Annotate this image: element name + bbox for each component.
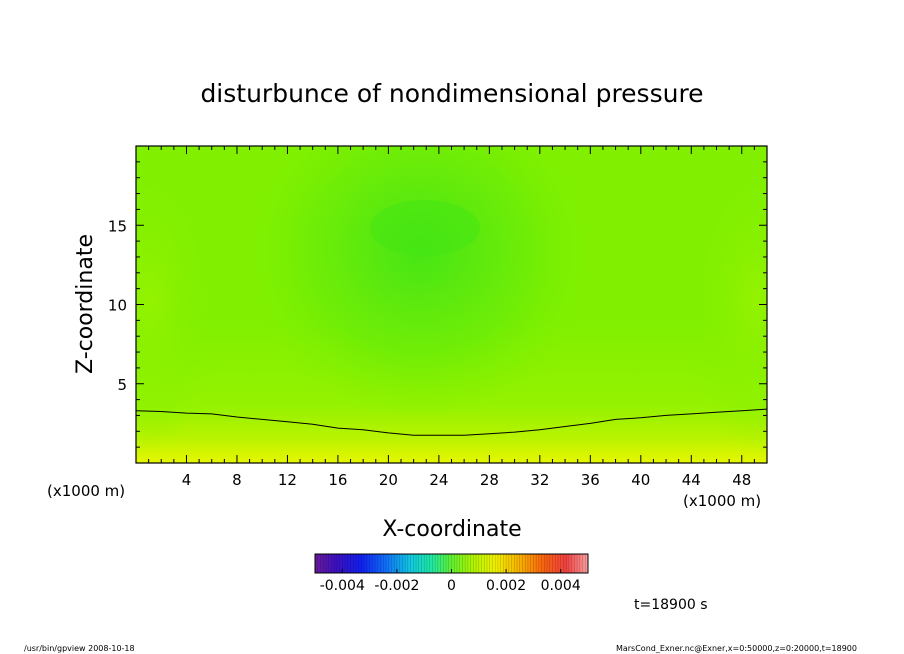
y-axis-label: Z-coordinate	[73, 234, 98, 374]
y-tick-label: 10	[108, 297, 127, 315]
x-tick-label: 4	[182, 471, 192, 489]
colorbar-tick-label: 0	[447, 578, 456, 594]
field-center-low	[240, 146, 600, 420]
x-axis-ticks: 4 8 12 16 20 24 28 32 36 40 44 48	[148, 146, 755, 489]
colorbar-ticks: -0.004 -0.002 0 0.002 0.004	[320, 569, 581, 594]
x-tick-label: 44	[682, 471, 701, 489]
field-side-left	[136, 150, 220, 450]
x-tick-label: 20	[379, 471, 398, 489]
x-tick-label: 28	[480, 471, 499, 489]
colorbar-tick-label: -0.002	[374, 578, 419, 594]
x-tick-label: 24	[429, 471, 448, 489]
field-center-core	[370, 200, 480, 256]
field-fill	[136, 146, 767, 463]
colorbar-stripes	[317, 554, 586, 573]
time-label: t=18900 s	[634, 597, 708, 613]
x-unit-right: (x1000 m)	[683, 492, 761, 510]
x-axis-label: X-coordinate	[382, 517, 521, 542]
y-tick-label: 5	[117, 376, 127, 394]
colorbar-tick-label: 0.002	[486, 578, 526, 594]
x-tick-label: 48	[732, 471, 751, 489]
footer-right: MarsCond_Exner.nc@Exner,x=0:50000,z=0:20…	[616, 644, 857, 653]
x-tick-label: 8	[232, 471, 242, 489]
y-tick-label: 15	[108, 217, 127, 235]
x-tick-label: 12	[278, 471, 297, 489]
field-side-right	[685, 150, 767, 450]
x-tick-label: 40	[631, 471, 650, 489]
x-tick-label: 16	[328, 471, 347, 489]
x-tick-label: 32	[530, 471, 549, 489]
x-tick-label: 36	[581, 471, 600, 489]
chart-title: disturbunce of nondimensional pressure	[200, 79, 703, 108]
footer-left: /usr/bin/gpview 2008-10-18	[24, 644, 135, 653]
colorbar-tick-label: 0.004	[541, 578, 581, 594]
y-axis-ticks: 5 10 15	[108, 161, 767, 448]
colorbar-tick-label: -0.004	[320, 578, 365, 594]
x-unit-left: (x1000 m)	[47, 482, 125, 500]
contour-line	[136, 408, 767, 436]
